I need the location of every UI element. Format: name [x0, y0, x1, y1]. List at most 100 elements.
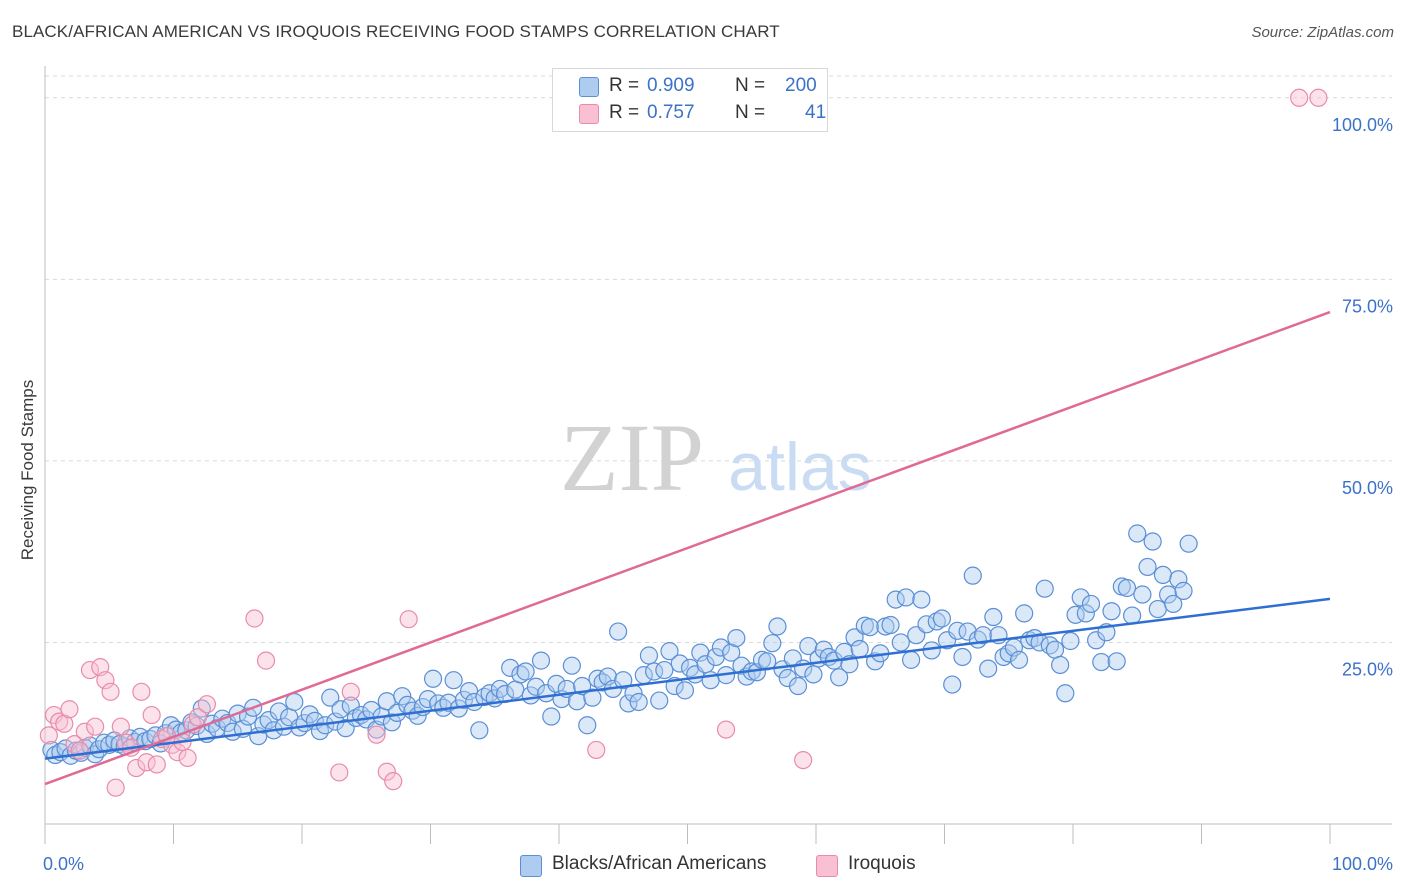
data-point-blue — [516, 662, 535, 681]
data-point-blue — [655, 660, 674, 680]
data-point-pink — [716, 720, 736, 739]
data-point-blue — [979, 659, 998, 678]
data-point-blue — [984, 607, 1003, 627]
legend-r-label: R = — [609, 102, 640, 123]
axes — [44, 66, 1392, 844]
data-point-blue — [1045, 640, 1065, 659]
data-point-blue — [310, 721, 330, 741]
data-point-pink — [330, 763, 349, 782]
data-point-blue — [912, 590, 931, 609]
data-point-blue — [1056, 684, 1075, 703]
data-point-blue — [850, 639, 869, 659]
data-point-pink — [587, 740, 606, 760]
data-point-pink — [197, 695, 217, 714]
data-point-blue — [675, 681, 695, 700]
data-point-pink — [127, 758, 146, 778]
data-point-blue — [788, 676, 808, 696]
data-point-blue — [1138, 557, 1157, 577]
data-point-blue — [1035, 579, 1054, 598]
data-point-blue — [321, 688, 340, 707]
data-point-blue — [732, 656, 751, 675]
data-point-blue — [711, 638, 731, 657]
data-point-blue — [768, 617, 787, 636]
data-point-pink — [256, 651, 276, 670]
data-point-blue — [423, 669, 443, 688]
legend-r-value: 0.909 — [647, 75, 695, 96]
data-point-blue — [526, 677, 545, 696]
data-point-blue — [845, 628, 864, 647]
data-point-pink — [80, 660, 100, 680]
data-point-pink — [1290, 88, 1309, 107]
legend-n-label: N = — [735, 75, 766, 96]
data-point-pink — [168, 743, 187, 762]
data-point-pink — [101, 682, 120, 701]
data-point-blue — [1051, 655, 1070, 675]
data-point-blue — [285, 692, 304, 712]
data-point-blue — [1076, 604, 1095, 623]
data-point-blue — [1081, 594, 1101, 614]
data-point-pink — [188, 708, 208, 727]
data-point-blue — [1164, 594, 1183, 614]
legend-swatch-pink — [579, 104, 599, 124]
data-point-blue — [763, 634, 782, 653]
data-point-blue — [901, 650, 921, 669]
data-point-pink — [60, 700, 79, 719]
data-point-blue — [660, 642, 679, 661]
trend-line-blue — [44, 597, 1331, 760]
data-point-blue — [331, 700, 350, 719]
data-point-blue — [470, 721, 489, 740]
data-point-pink — [75, 722, 94, 741]
data-point-pink — [70, 741, 89, 760]
data-point-blue — [1143, 532, 1162, 551]
legend: R = 0.909 N = 200 R = 0.757 N = 41 — [552, 68, 828, 132]
bottom-legend-label-blue: Blacks/African Americans — [552, 853, 767, 874]
legend-n-value: 41 — [805, 102, 827, 123]
data-point-blue — [1015, 604, 1034, 623]
grid-lines — [45, 75, 1392, 643]
data-point-pink — [178, 748, 197, 768]
legend-n-label: N = — [735, 102, 766, 123]
data-point-blue — [1133, 585, 1152, 604]
source-credit: Source: ZipAtlas.com — [1251, 24, 1394, 41]
data-point-pink — [147, 755, 166, 774]
data-point-blue — [799, 636, 818, 656]
data-point-blue — [1102, 602, 1121, 621]
data-point-pink — [245, 609, 264, 628]
data-point-pink — [111, 717, 130, 736]
data-point-pink — [377, 762, 396, 781]
data-point-blue — [1169, 570, 1188, 589]
data-point-blue — [567, 692, 587, 711]
x-tick-label-end: 100.0% — [1332, 854, 1393, 874]
watermark-zip: ZIP — [560, 404, 704, 511]
data-point-blue — [1117, 578, 1137, 598]
watermark-atlas: atlas — [728, 429, 872, 505]
data-point-blue — [418, 689, 438, 709]
data-point-blue — [973, 626, 993, 645]
data-point-pink — [96, 671, 115, 690]
series-blue-points — [42, 524, 1198, 765]
data-point-blue — [1092, 652, 1111, 672]
tick-labels: 25.0% 50.0% 75.0% 100.0% 0.0% 100.0% — [43, 115, 1393, 874]
data-point-pink — [384, 772, 403, 791]
data-point-blue — [609, 622, 628, 641]
data-point-blue — [562, 656, 581, 675]
data-point-blue — [444, 671, 463, 690]
legend-r-value: 0.757 — [647, 102, 695, 123]
data-point-blue — [804, 665, 823, 684]
trend-lines — [44, 310, 1331, 786]
data-point-blue — [490, 679, 509, 699]
data-point-blue — [922, 641, 941, 660]
legend-r-label: R = — [609, 75, 640, 96]
chart-title: BLACK/AFRICAN AMERICAN VS IROQUOIS RECEI… — [12, 22, 780, 41]
data-point-blue — [480, 684, 499, 703]
data-point-blue — [506, 680, 525, 699]
data-point-blue — [860, 618, 880, 637]
data-point-blue — [1061, 631, 1080, 651]
data-point-blue — [1179, 534, 1198, 553]
data-point-pink — [341, 682, 360, 701]
data-point-pink — [399, 610, 418, 629]
bottom-legend-swatch-pink — [816, 855, 838, 877]
data-point-blue — [932, 609, 952, 628]
data-point-blue — [583, 688, 602, 707]
data-point-pink — [367, 725, 386, 744]
